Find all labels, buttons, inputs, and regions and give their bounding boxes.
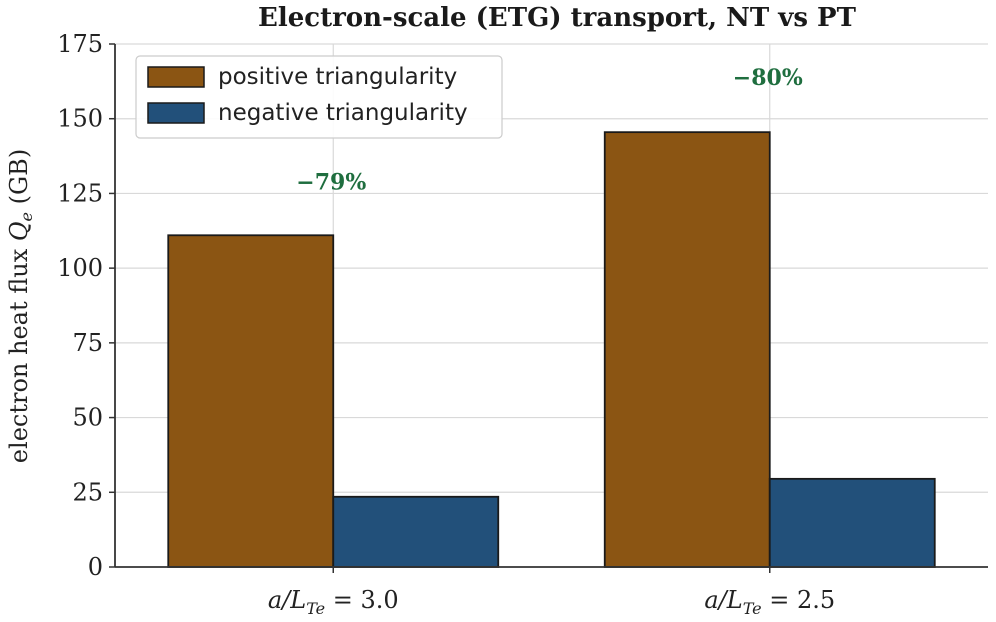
bar-positive-0: [167, 234, 335, 568]
x-tick-label: a/LTe = 3.0: [268, 586, 399, 618]
y-tick-label: 0: [88, 553, 103, 581]
y-axis-label-post: (GB): [5, 149, 33, 212]
y-tick-label: 50: [72, 404, 103, 432]
reduction-annotation-1: −80%: [733, 65, 803, 91]
y-tick-label: 75: [72, 329, 103, 357]
y-tick-label: 175: [57, 30, 103, 58]
y-tick-label: 125: [57, 179, 103, 207]
y-tick-label: 100: [57, 254, 103, 282]
bar-positive-1: [603, 131, 771, 568]
bar-negative-1: [768, 477, 936, 568]
axes: [114, 44, 988, 568]
y-axis-label: electron heat flux Qe (GB): [5, 149, 36, 463]
y-axis-label-pre: electron heat flux: [5, 241, 33, 463]
legend-label-1: negative triangularity: [218, 100, 468, 126]
x-ticks: a/LTe = 3.0 a/LTe = 2.5: [268, 567, 835, 618]
y-ticks: 0 25 50 75 100 125 150 175: [57, 30, 115, 581]
annotations: −79% −80%: [296, 65, 803, 196]
legend-label-0: positive triangularity: [218, 64, 457, 90]
legend-swatch-0: [147, 66, 205, 88]
y-axis-label-subscript: e: [17, 212, 36, 221]
y-tick-label: 25: [72, 478, 103, 506]
x-tick-label: a/LTe = 2.5: [704, 586, 835, 618]
y-tick-label: 150: [57, 105, 103, 133]
bar-negative-0: [332, 495, 500, 568]
legend-swatch-1: [147, 102, 205, 124]
legend-box: [135, 55, 503, 139]
legend: positive triangularity negative triangula…: [135, 55, 503, 139]
bars: [167, 131, 936, 568]
y-axis-label-symbol: Q: [5, 221, 33, 241]
chart-title: Electron-scale (ETG) transport, NT vs PT: [258, 3, 857, 33]
reduction-annotation-0: −79%: [296, 169, 366, 195]
